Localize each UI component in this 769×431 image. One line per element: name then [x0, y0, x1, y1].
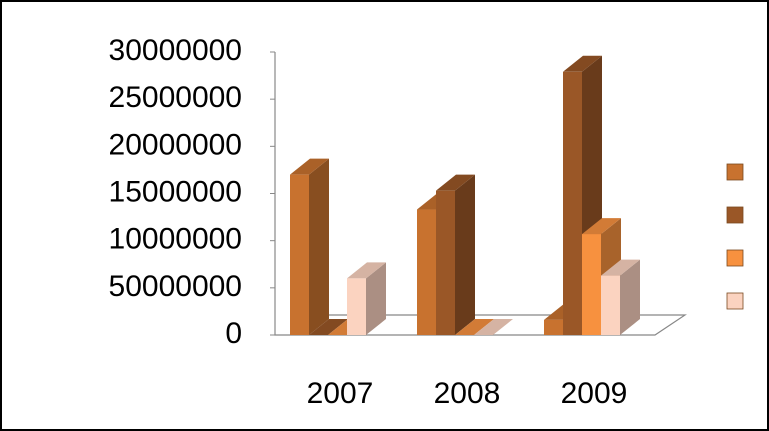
- bar-side: [366, 262, 386, 335]
- bar-top: [474, 319, 513, 335]
- legend-marker: [726, 163, 744, 181]
- bar: [544, 319, 563, 335]
- bar: [582, 234, 601, 335]
- bar: [601, 275, 620, 335]
- bar-top: [563, 55, 602, 72]
- bar-top: [582, 218, 621, 235]
- y-tick-label: 0: [225, 317, 242, 350]
- x-tick-label: 2009: [561, 377, 628, 410]
- bar-side: [620, 259, 640, 335]
- legend-marker: [726, 249, 744, 267]
- legend-marker: [726, 292, 744, 310]
- y-tick-label: 15000000: [109, 175, 242, 208]
- x-tick-label: 2007: [307, 377, 374, 410]
- bar-side: [455, 174, 475, 335]
- y-tick-label: 30000000: [109, 34, 242, 67]
- bar-top: [309, 319, 348, 335]
- bar-top: [455, 319, 494, 335]
- bar: [563, 71, 582, 335]
- bar-top: [290, 158, 329, 175]
- y-tick-label: 20000000: [109, 128, 242, 161]
- bar-top: [436, 174, 475, 191]
- x-tick-label: 2008: [434, 377, 501, 410]
- bar-top: [601, 259, 640, 276]
- bar: [290, 174, 309, 335]
- bar-side: [309, 158, 329, 335]
- bar: [347, 278, 366, 335]
- y-tick-label: 50000000: [109, 270, 242, 303]
- bar: [436, 190, 455, 335]
- bar: [417, 209, 436, 335]
- bar-top: [347, 262, 386, 279]
- legend-marker: [726, 206, 744, 224]
- y-tick-label: 25000000: [109, 81, 242, 114]
- y-tick-label: 10000000: [109, 223, 242, 256]
